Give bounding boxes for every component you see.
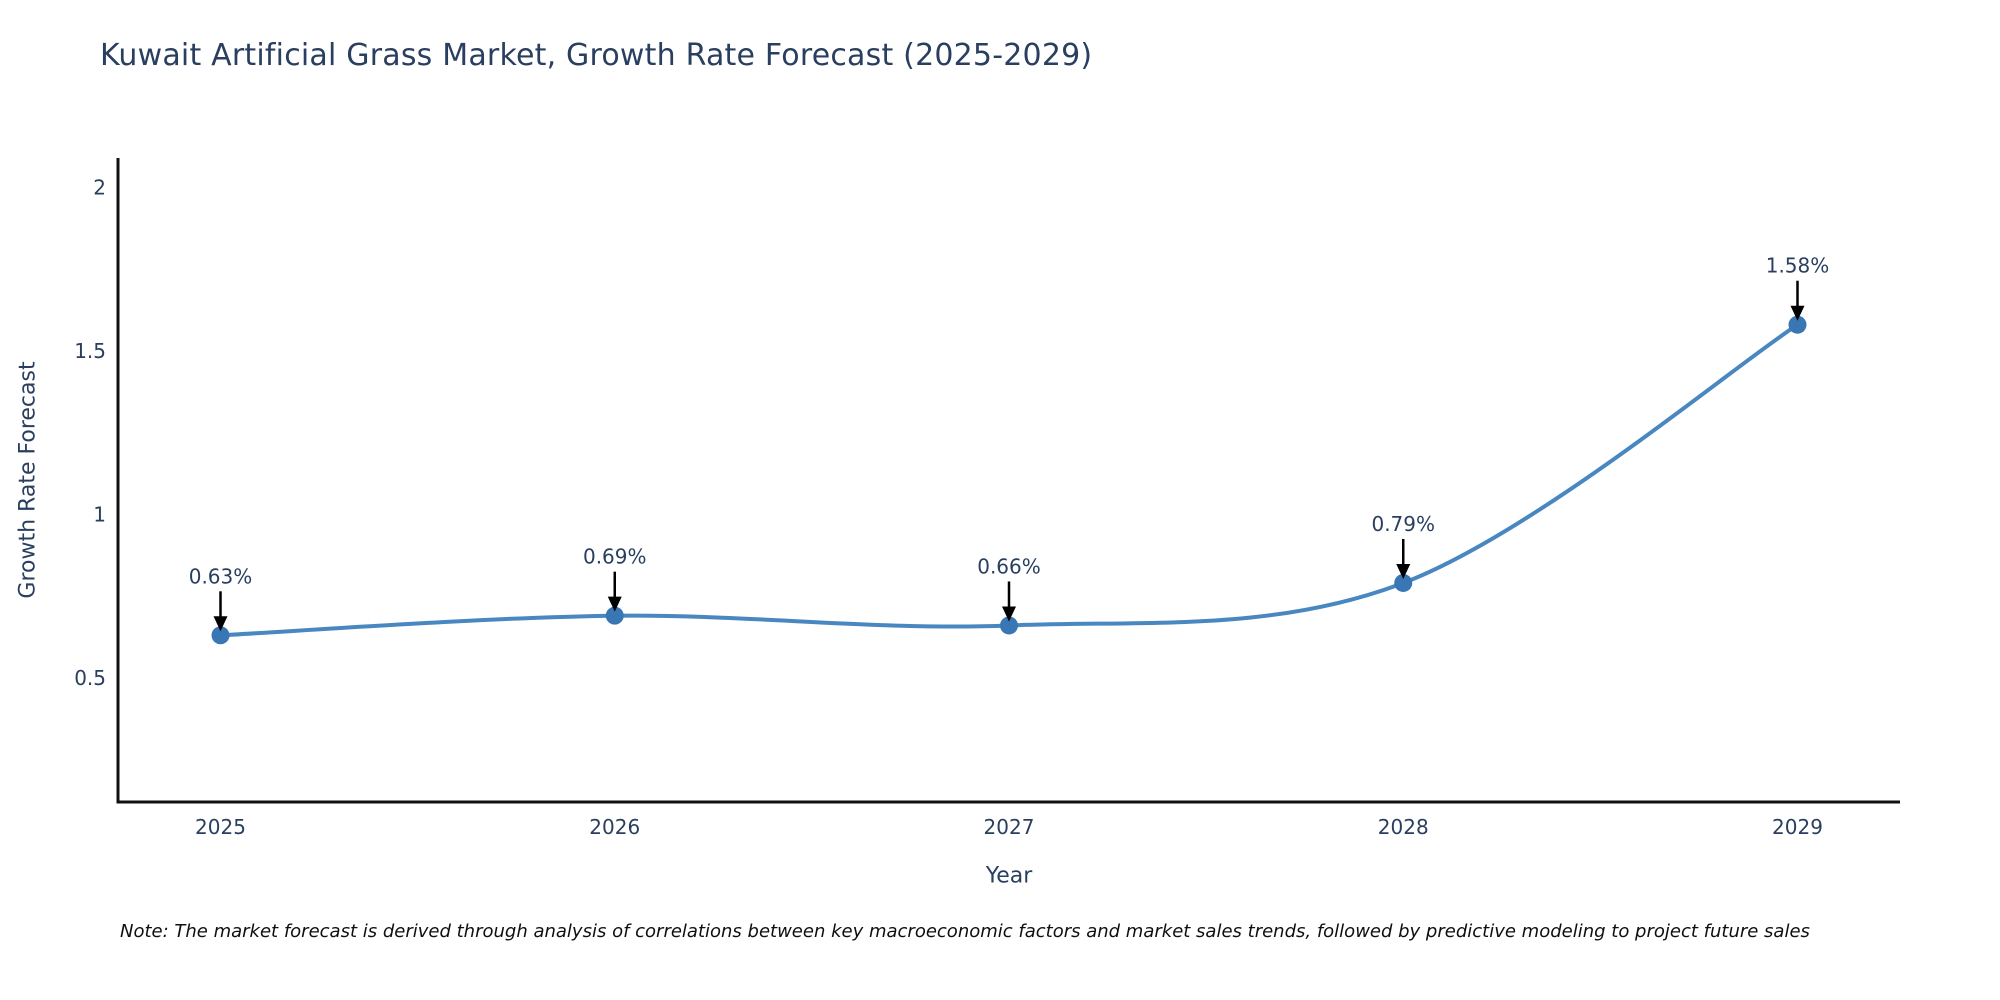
- x-tick-label: 2029: [1772, 815, 1823, 839]
- x-tick-label: 2028: [1378, 815, 1429, 839]
- y-tick-label: 1.5: [74, 339, 106, 363]
- y-tick-label: 1: [93, 502, 106, 526]
- data-point-label: 0.69%: [583, 545, 647, 569]
- x-axis-title: Year: [985, 863, 1033, 889]
- annotation-arrowhead: [1002, 606, 1016, 622]
- data-point[interactable]: [211, 626, 230, 645]
- x-tick-label: 2026: [589, 815, 640, 839]
- forecast-line: [218, 322, 1800, 638]
- data-point[interactable]: [1788, 315, 1807, 334]
- data-point-label: 0.63%: [189, 564, 253, 588]
- data-point-label: 0.79%: [1371, 512, 1435, 536]
- footnote: Note: The market forecast is derived thr…: [120, 921, 1810, 942]
- annotation-arrowhead: [1790, 305, 1805, 321]
- chart-title: Kuwait Artificial Grass Market, Growth R…: [100, 38, 1093, 73]
- x-tick-label: 2025: [195, 815, 246, 839]
- data-point[interactable]: [605, 606, 624, 625]
- x-tick-label: 2027: [984, 815, 1035, 839]
- annotation-arrowhead: [607, 596, 622, 612]
- y-tick-label: 2: [93, 175, 106, 199]
- data-point[interactable]: [1394, 573, 1413, 592]
- annotation-arrowhead: [1396, 563, 1411, 579]
- data-point-label: 0.66%: [977, 554, 1041, 578]
- data-point-label: 1.58%: [1766, 254, 1830, 278]
- data-point[interactable]: [1000, 616, 1018, 635]
- y-tick-label: 0.5: [74, 666, 106, 690]
- annotation-arrowhead: [213, 616, 228, 632]
